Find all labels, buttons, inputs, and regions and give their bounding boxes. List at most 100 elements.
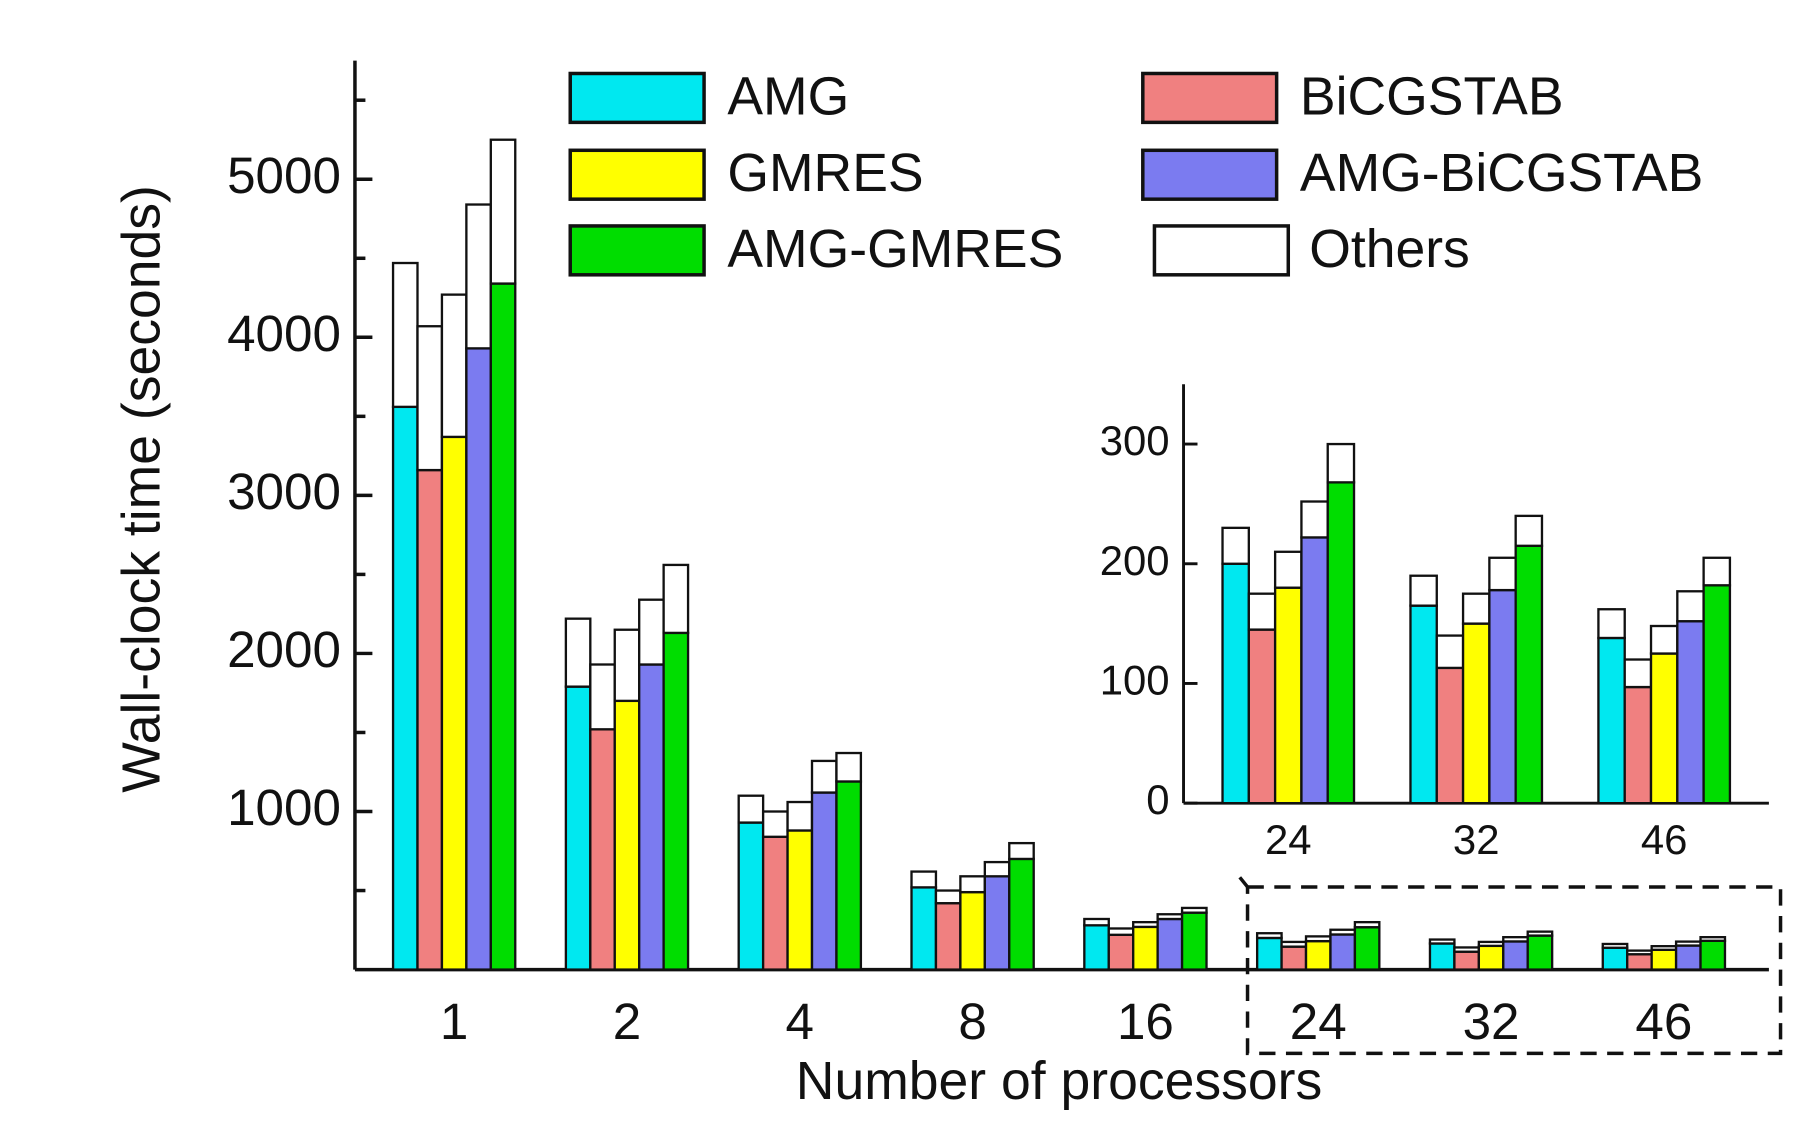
bar-others (662, 563, 690, 635)
bar-others (564, 617, 592, 688)
bar-others (613, 628, 641, 703)
inset-x-tick-label: 46 (1641, 816, 1688, 863)
bar (1280, 945, 1308, 971)
bar (440, 435, 468, 971)
x-tick-label: 1 (440, 993, 468, 1050)
bar-others (1526, 930, 1554, 937)
bar-others (1502, 936, 1529, 943)
bar-others (737, 794, 765, 824)
bar-others (1107, 927, 1135, 936)
bar-others (1461, 592, 1491, 625)
bar (1107, 933, 1135, 971)
bar-others (1649, 624, 1679, 655)
bar (1674, 944, 1702, 971)
y-tick-label: 3000 (227, 463, 341, 520)
bar (786, 829, 814, 971)
bar-others (959, 875, 986, 894)
x-tick-label: 4 (786, 993, 814, 1050)
bar (1156, 917, 1184, 971)
bar-others (1702, 556, 1732, 587)
bar (613, 699, 641, 971)
legend-swatch (1141, 71, 1279, 125)
bar-others (1326, 442, 1356, 484)
bar (1247, 628, 1277, 805)
bar (416, 468, 444, 971)
bar-others (465, 203, 492, 350)
bar-others (1280, 940, 1308, 948)
bar (1273, 586, 1303, 805)
legend-label: GMRES (727, 144, 923, 203)
bar-others (1255, 932, 1283, 940)
bar-others (1650, 945, 1678, 951)
bar (1526, 934, 1554, 971)
bar (1008, 857, 1035, 971)
bar-others (934, 889, 962, 905)
x-axis-label: Number of processors (796, 1052, 1322, 1111)
legend-swatch (568, 148, 706, 201)
bar-others (810, 759, 838, 794)
bar (1083, 924, 1110, 971)
bar (1461, 622, 1491, 805)
bar-others (1180, 906, 1208, 914)
bar-others (1601, 942, 1629, 949)
bar (910, 886, 938, 971)
bar (1435, 666, 1465, 805)
bar-others (489, 138, 517, 285)
bar (1180, 911, 1208, 971)
bar-others (910, 870, 938, 889)
legend-swatch (1152, 224, 1291, 277)
bar (1409, 604, 1438, 805)
bar-others (1488, 556, 1517, 592)
bar (810, 791, 838, 971)
legend-label: BiCGSTAB (1300, 67, 1564, 126)
bar (983, 875, 1011, 971)
bar (1597, 636, 1626, 805)
bar-others (1699, 936, 1727, 942)
bar (662, 631, 690, 971)
bar-others (1623, 658, 1653, 689)
bar-others (1597, 608, 1626, 640)
bar (737, 821, 765, 971)
y-tick-label: 1000 (227, 779, 341, 836)
bar (1477, 944, 1505, 971)
bar-others (835, 751, 863, 783)
bar-others (786, 800, 814, 832)
bar-others (1304, 935, 1332, 943)
y-tick-label: 2000 (227, 621, 341, 678)
bar (638, 663, 665, 971)
bar (1649, 652, 1679, 805)
bar (1514, 544, 1544, 805)
bar-others (1676, 590, 1705, 623)
bar-others (983, 860, 1011, 878)
bar-others (391, 261, 419, 409)
x-tick-label: 46 (1635, 993, 1692, 1050)
inset-y-tick-label: 0 (1146, 776, 1169, 823)
bar (391, 405, 419, 971)
bar (1326, 481, 1356, 805)
bar-others (1273, 550, 1303, 589)
bar-others (1221, 526, 1250, 565)
x-tick-label: 32 (1463, 993, 1520, 1050)
bar (1428, 942, 1456, 971)
legend-label: AMG (727, 67, 849, 126)
bar (1623, 685, 1653, 805)
bar-others (1156, 913, 1184, 921)
bar-others (638, 598, 665, 666)
bar (1699, 939, 1727, 971)
bar (589, 728, 616, 971)
bar (934, 902, 962, 971)
bar (1702, 584, 1732, 805)
bar-others (440, 293, 468, 439)
legend-label: Others (1309, 220, 1470, 279)
inset-x-tick-label: 32 (1453, 816, 1500, 863)
bar-others (1477, 940, 1505, 948)
bar (1502, 940, 1529, 971)
bar (1221, 562, 1250, 805)
legend-label: AMG-GMRES (727, 220, 1063, 279)
inset-x-tick-label: 24 (1265, 816, 1312, 863)
inset-y-tick-label: 100 (1100, 657, 1170, 704)
bar-others (1132, 920, 1159, 929)
bar-others (1428, 938, 1456, 945)
bar-others (1514, 514, 1544, 547)
